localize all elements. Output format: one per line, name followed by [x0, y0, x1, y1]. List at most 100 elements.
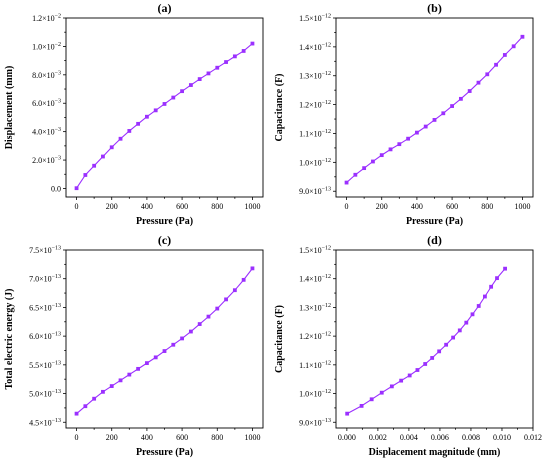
y-tick-label: 4.5×10−13	[29, 418, 61, 428]
x-tick-label: 600	[176, 433, 188, 442]
data-point	[476, 304, 481, 308]
data-point	[388, 147, 393, 152]
y-tick-label: 6.5×10−13	[29, 303, 61, 313]
x-tick-label: 1000	[244, 202, 260, 211]
series-line	[76, 43, 253, 189]
data-point	[423, 124, 428, 129]
x-tick-label: 0.010	[493, 433, 511, 442]
x-tick-label: 0.002	[369, 433, 387, 442]
data-point	[188, 83, 193, 87]
data-point	[206, 314, 211, 319]
data-point	[450, 104, 454, 108]
data-point	[415, 130, 419, 135]
data-point	[197, 77, 202, 81]
data-point	[83, 404, 88, 409]
y-tick-label: 1.0×10−12	[299, 389, 331, 399]
data-point	[215, 306, 220, 311]
chart-panel-4: (d) 0.000 0.002 0.004 0.006 0.008 0.010 0.012 9.…	[274, 233, 542, 458]
plot-frame	[335, 17, 534, 198]
data-point	[520, 34, 525, 39]
data-point	[180, 89, 184, 94]
data-point	[511, 44, 516, 49]
y-tick-label: 1.0×10−12	[299, 158, 331, 168]
plot-frame	[65, 249, 264, 429]
panel-label: (b)	[427, 1, 442, 15]
data-point	[127, 372, 132, 377]
data-point	[359, 403, 364, 408]
x-axis-title: Pressure (Pa)	[406, 216, 463, 227]
x-tick-label: 200	[106, 202, 118, 211]
data-point	[136, 366, 141, 371]
data-point	[432, 118, 437, 122]
y-axis-title: Capacitance (F)	[274, 73, 285, 141]
data-point	[389, 384, 394, 389]
data-point	[441, 111, 446, 116]
data-point	[458, 96, 463, 101]
x-tick-label: 1000	[244, 433, 260, 442]
plot-frame	[335, 249, 534, 429]
data-point	[83, 173, 88, 177]
panel-label: (a)	[158, 1, 172, 15]
data-point	[476, 80, 481, 85]
data-point	[451, 335, 456, 340]
data-point	[145, 114, 149, 119]
data-point	[407, 373, 412, 378]
data-point	[74, 411, 79, 416]
data-point	[503, 266, 507, 271]
data-point	[345, 411, 350, 416]
data-point	[101, 154, 105, 159]
data-point	[101, 389, 105, 394]
data-point	[136, 121, 141, 126]
data-point	[250, 266, 255, 271]
x-tick-label: 600	[446, 202, 458, 211]
data-point	[397, 142, 402, 147]
data-point	[470, 312, 475, 317]
data-point	[464, 320, 469, 325]
data-point	[362, 166, 367, 171]
y-tick-label: 5.0×10−13	[29, 389, 61, 399]
data-point	[118, 378, 123, 383]
y-tick-label: 5.5×10−13	[29, 360, 61, 370]
data-point	[188, 329, 193, 334]
data-point	[423, 362, 428, 366]
y-tick-label: 1.1×10−12	[299, 129, 331, 139]
x-tick-label: 400	[141, 433, 153, 442]
x-tick-label: 0.012	[524, 433, 542, 442]
x-tick-label: 400	[141, 202, 153, 211]
x-axis-title: Pressure (Pa)	[136, 447, 193, 458]
data-point	[371, 159, 375, 164]
y-tick-label: 1.4×10−12	[299, 274, 331, 284]
x-tick-label: 0.004	[400, 433, 418, 442]
data-point	[224, 60, 228, 64]
data-point	[353, 172, 358, 177]
data-point	[379, 390, 384, 395]
x-tick-label: 0	[345, 202, 349, 211]
data-point	[430, 356, 435, 360]
y-tick-label: 1.5×10−12	[299, 14, 331, 24]
y-tick-label: 6.0×10−13	[29, 332, 61, 342]
y-tick-label: 1.5×10−12	[299, 246, 331, 256]
x-tick-label: 0.008	[462, 433, 480, 442]
data-point	[485, 72, 490, 77]
x-tick-label: 0	[75, 433, 79, 442]
x-tick-label: 800	[211, 433, 223, 442]
data-point	[153, 108, 158, 113]
data-point	[197, 322, 202, 326]
y-axis-title: Capacitance (F)	[274, 305, 285, 373]
panel-label: (c)	[158, 233, 171, 247]
x-tick-label: 400	[411, 202, 423, 211]
data-point	[162, 102, 167, 106]
data-point	[180, 336, 184, 341]
plot-frame	[65, 17, 264, 198]
data-point	[344, 180, 349, 185]
y-tick-label: 1.2×10−2	[32, 14, 61, 24]
data-point	[250, 41, 255, 46]
data-point	[483, 294, 487, 299]
data-point	[406, 136, 411, 141]
data-point	[399, 378, 404, 383]
x-tick-label: 800	[481, 202, 493, 211]
data-point	[241, 49, 246, 53]
y-tick-label: 1.3×10−12	[299, 303, 331, 313]
data-point	[92, 163, 97, 168]
